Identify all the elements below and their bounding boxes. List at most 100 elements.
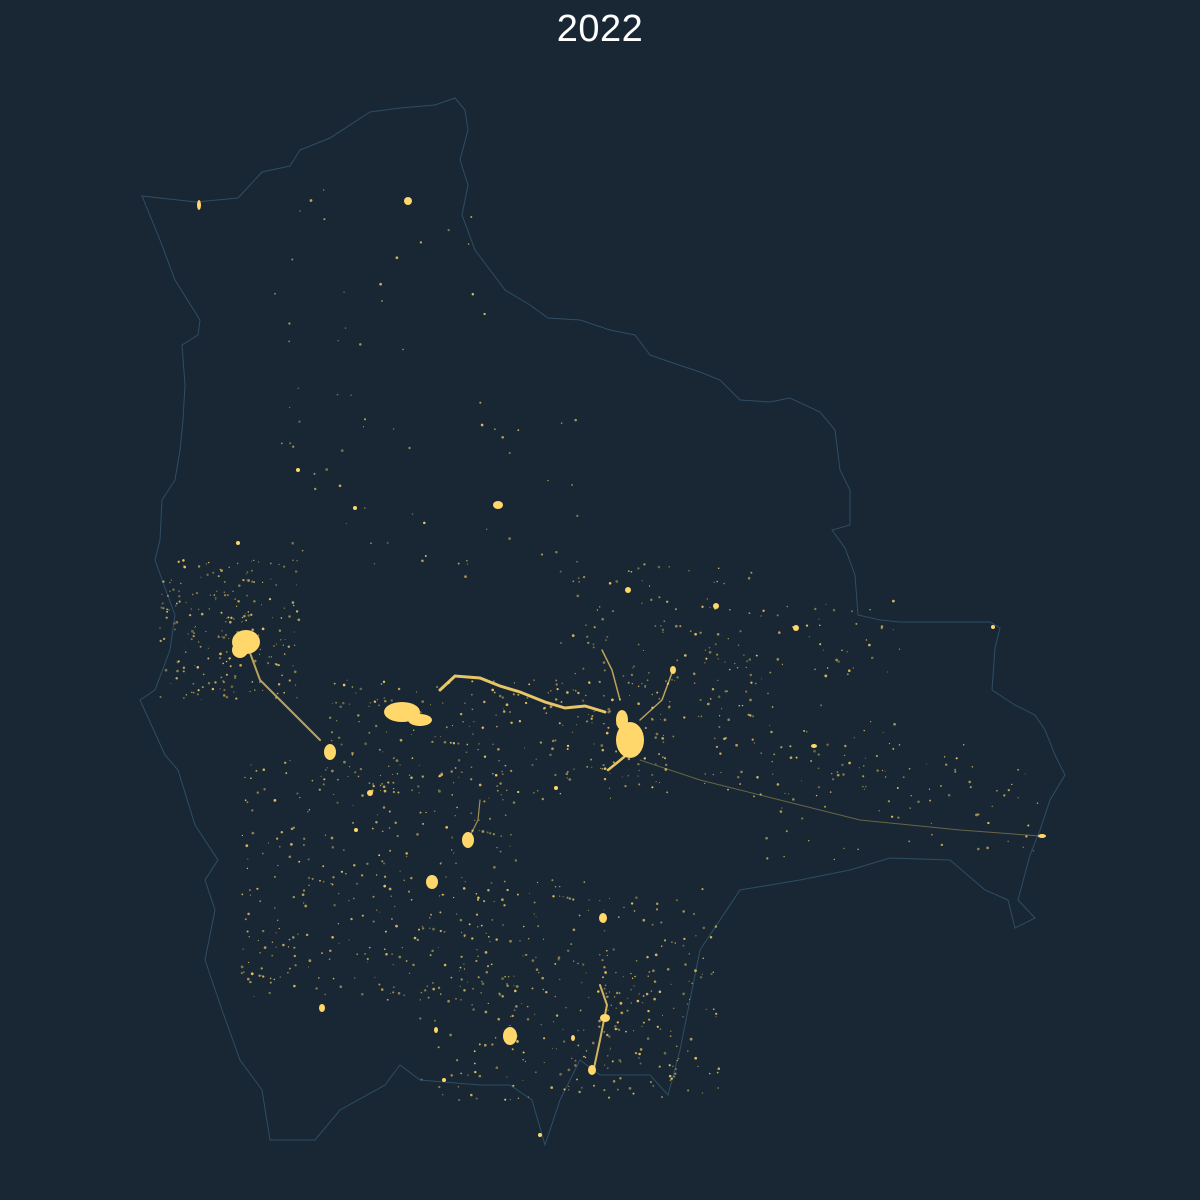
light-speck [233,675,237,678]
light-speck [767,692,769,695]
city-light-cluster [324,744,336,760]
light-speck [441,893,444,896]
light-speck [634,1051,638,1055]
light-speck [890,815,894,818]
light-speck [581,982,583,984]
light-speck [170,682,172,684]
light-speck [600,744,604,747]
light-speck [372,783,374,785]
light-speck [519,940,521,942]
light-speck [175,605,177,607]
light-speck [712,1008,715,1011]
light-speck [533,679,535,681]
light-speck [537,790,539,792]
light-speck [863,729,865,732]
light-speck [781,807,783,809]
light-speck [424,555,427,557]
light-speck [898,744,901,746]
light-speck [392,991,395,994]
light-speck [561,682,563,684]
light-speck [551,747,554,751]
light-speck [285,772,288,775]
light-speck [323,218,326,221]
light-speck [397,687,401,691]
light-speck [658,990,662,994]
light-speck [220,676,223,679]
light-speck [335,701,338,704]
light-speck [583,881,586,883]
light-speck [390,699,393,702]
light-speck [401,946,403,949]
light-speck [513,975,515,977]
light-speck [402,348,404,351]
light-speck [502,773,504,775]
light-speck [542,938,545,940]
light-speck [192,634,195,638]
light-speck [326,767,328,769]
light-speck [644,726,647,730]
light-speck [908,840,911,843]
light-speck [376,909,378,911]
light-speck [386,541,389,544]
light-speck [337,340,339,342]
light-speck [724,690,727,693]
light-speck [509,1098,512,1101]
light-speck [1032,850,1035,852]
light-speck [475,1097,478,1100]
light-speck [336,801,339,804]
light-speck [273,907,276,909]
light-speck [551,739,555,743]
light-speck [605,949,608,952]
light-speck [1011,783,1013,786]
light-speck [572,689,574,691]
light-speck [466,743,469,746]
light-speck [459,712,463,716]
light-speck [494,773,498,777]
light-speck [330,836,334,840]
light-speck [626,736,629,739]
light-speck [676,676,679,679]
light-speck [241,893,244,896]
light-speck [197,608,200,611]
light-speck [397,992,401,995]
light-speck [321,952,323,954]
light-speck [945,763,948,766]
light-speck [723,737,726,741]
light-speck [227,594,229,596]
light-speck [627,774,630,777]
light-speck [250,972,254,976]
light-speck [779,810,783,813]
light-speck [292,826,295,829]
light-speck [618,1028,621,1031]
light-speck [668,1074,672,1078]
light-speck [437,1046,440,1049]
light-speck [672,735,675,738]
light-speck [323,189,325,191]
light-speck [260,967,263,970]
light-speck [631,734,634,737]
light-speck [496,789,499,792]
light-speck [235,697,238,700]
light-speck [438,1085,441,1089]
light-speck [194,627,196,629]
light-speck [718,725,721,728]
light-speck [800,780,803,782]
light-speck [408,446,411,450]
light-speck [458,970,460,972]
light-speck [287,645,291,648]
light-speck [533,792,535,794]
light-speck [608,991,610,993]
light-speck [403,994,405,996]
light-speck [597,990,600,993]
light-speck [749,698,752,702]
light-speck [771,706,774,708]
light-speck [280,617,283,619]
light-speck [457,742,460,745]
light-speck [525,954,528,956]
light-speck [715,1016,717,1018]
light-speck [554,773,557,777]
light-speck [578,914,581,917]
light-speck [195,591,199,595]
light-speck [233,691,235,693]
light-speck [488,797,490,799]
